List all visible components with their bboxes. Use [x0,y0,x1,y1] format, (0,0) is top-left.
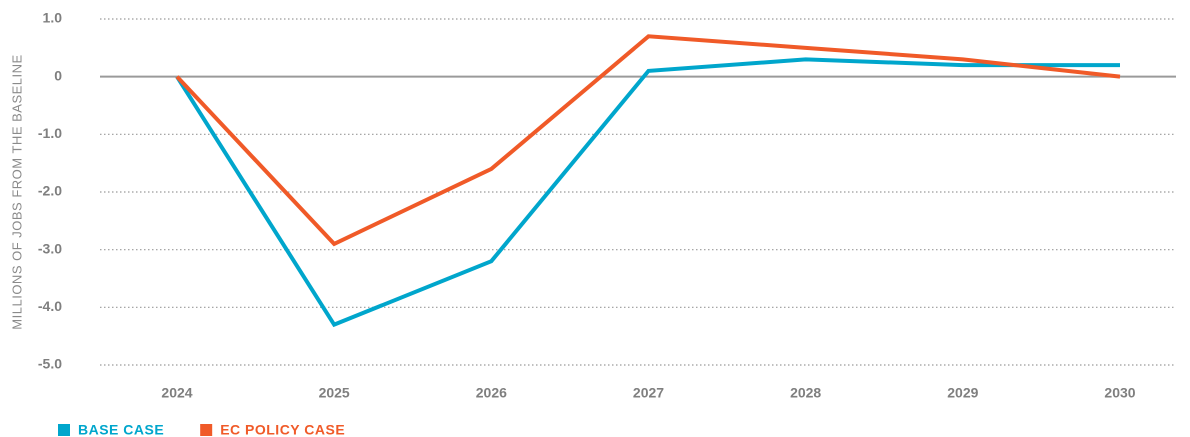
y-tick-label: -4.0 [38,298,62,314]
series-line [175,34,1121,247]
series-line [175,57,1120,328]
y-tick-label: -5.0 [38,356,62,372]
x-tick-label: 2030 [1104,385,1135,401]
y-tick-label: -1.0 [38,125,62,141]
y-tick-label: 1.0 [43,10,63,26]
x-tick-label: 2029 [947,385,978,401]
y-axis-title: MILLIONS OF JOBS FROM THE BASELINE [9,54,24,329]
y-tick-label: -3.0 [38,240,62,256]
x-tick-label: 2024 [161,385,192,401]
x-tick-label: 2028 [790,385,821,401]
legend-swatch [58,424,70,436]
x-tick-label: 2027 [633,385,664,401]
y-tick-label: 0 [54,67,62,83]
legend-swatch [200,424,213,436]
y-tick-label: -2.0 [38,183,62,199]
x-tick-label: 2026 [476,385,507,401]
x-tick-label: 2025 [319,385,350,401]
legend-label: BASE CASE [78,422,164,437]
legend-label: EC POLICY CASE [220,422,345,437]
